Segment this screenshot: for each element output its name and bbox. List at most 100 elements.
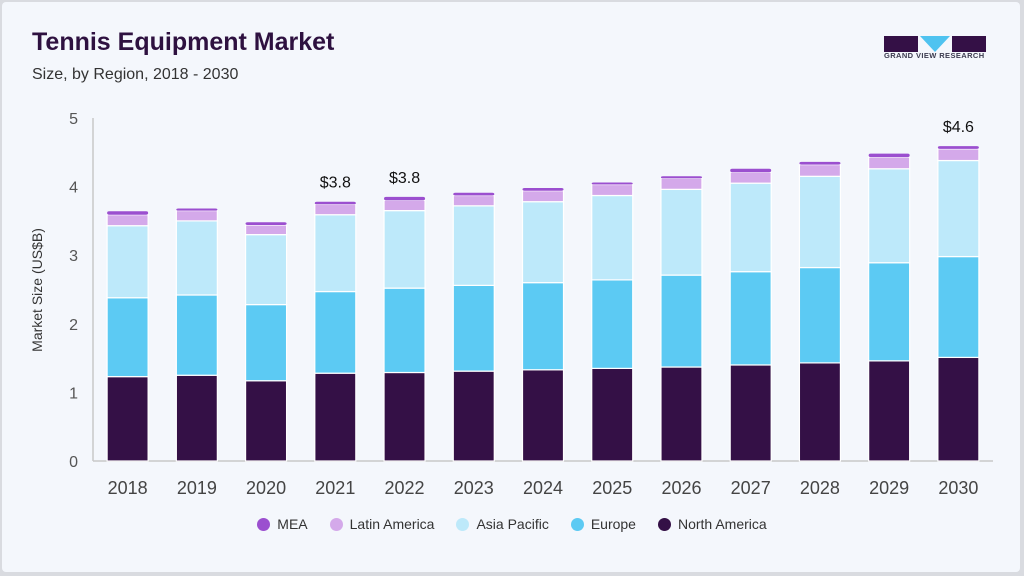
bar-segment-mea xyxy=(868,153,910,158)
y-tick-label: 3 xyxy=(69,248,78,265)
chart-title: Tennis Equipment Market xyxy=(32,28,335,56)
bar-segment-north-america xyxy=(521,369,565,462)
bar-segment-europe xyxy=(452,284,495,372)
bar-segment-europe xyxy=(591,279,634,369)
x-tick-label: 2020 xyxy=(246,478,286,498)
bar-segment-north-america xyxy=(868,360,911,462)
y-tick-label: 5 xyxy=(69,111,78,128)
bar-segment-europe xyxy=(798,266,842,364)
bar-segment-europe xyxy=(314,290,357,374)
bar-segment-latin-america xyxy=(175,210,218,222)
legend-swatch xyxy=(329,517,343,531)
bar-segment-mea xyxy=(314,201,356,205)
legend-item[interactable]: Asia Pacific xyxy=(456,516,549,532)
bar-segment-latin-america xyxy=(660,177,703,190)
bar-segment-north-america xyxy=(175,374,218,462)
bar-segment-asia-pacific xyxy=(729,182,772,273)
bar-segment-mea xyxy=(453,192,495,196)
x-tick-label: 2022 xyxy=(385,478,425,498)
bar-segment-north-america xyxy=(591,367,634,462)
bar-segment-asia-pacific xyxy=(383,210,426,289)
bar-segment-asia-pacific xyxy=(868,168,911,264)
bar-segment-north-america xyxy=(729,364,772,462)
x-tick-label: 2025 xyxy=(592,478,632,498)
bar-segment-north-america xyxy=(798,362,842,462)
bar-segment-north-america xyxy=(660,366,703,462)
bar-segment-latin-america xyxy=(798,164,842,177)
x-tick-label: 2027 xyxy=(731,478,771,498)
bar-segment-mea xyxy=(176,208,218,211)
bar-segment-latin-america xyxy=(106,214,149,227)
bar-segment-asia-pacific xyxy=(106,225,149,299)
bar-segment-latin-america xyxy=(521,190,565,203)
legend-label: Asia Pacific xyxy=(476,516,549,532)
bar-segment-europe xyxy=(937,255,980,359)
bar-segment-north-america xyxy=(937,356,980,462)
legend-label: MEA xyxy=(277,516,308,532)
x-tick-label: 2030 xyxy=(938,478,978,498)
bar-segment-mea xyxy=(107,211,149,215)
bar-segment-asia-pacific xyxy=(660,188,703,276)
legend-swatch xyxy=(456,517,470,531)
bar-segment-mea xyxy=(799,161,841,165)
bar-segment-asia-pacific xyxy=(591,194,634,281)
bar-segment-europe xyxy=(175,294,218,376)
x-tick-label: 2023 xyxy=(454,478,494,498)
bar-segment-latin-america xyxy=(244,224,288,236)
x-tick-label: 2024 xyxy=(523,478,563,498)
bar-segment-north-america xyxy=(383,371,426,462)
bar-segment-north-america xyxy=(244,380,288,462)
legend-item[interactable]: MEA xyxy=(257,516,308,532)
x-tick-label: 2029 xyxy=(869,478,909,498)
bar-segment-asia-pacific xyxy=(244,234,288,306)
bar-segment-europe xyxy=(244,303,288,382)
chart-subtitle: Size, by Region, 2018 - 2030 xyxy=(32,66,239,83)
bar-segment-north-america xyxy=(452,370,495,462)
legend-swatch xyxy=(657,517,671,531)
data-label: $4.6 xyxy=(943,119,974,136)
legend-swatch xyxy=(570,517,584,531)
bar-segment-mea xyxy=(245,222,287,226)
bar-segment-asia-pacific xyxy=(452,205,495,286)
legend-label: Europe xyxy=(590,516,636,532)
legend-swatch xyxy=(257,517,271,531)
bar-segment-europe xyxy=(521,282,565,371)
logo-text: GRAND VIEW RESEARCH xyxy=(884,51,985,60)
x-tick-label: 2026 xyxy=(661,478,701,498)
data-label: $3.8 xyxy=(389,170,420,187)
bar-segment-asia-pacific xyxy=(798,175,842,269)
grand-view-research-logo xyxy=(884,36,986,52)
bar-segment-mea xyxy=(591,182,633,185)
bar-segment-latin-america xyxy=(314,203,357,216)
y-tick-label: 2 xyxy=(69,317,78,334)
bar-segment-asia-pacific xyxy=(175,220,218,296)
y-tick-label: 1 xyxy=(69,385,78,402)
bar-segment-europe xyxy=(729,271,772,366)
bar-segment-mea xyxy=(937,146,979,149)
x-tick-label: 2028 xyxy=(800,478,840,498)
legend-label: Latin America xyxy=(349,516,435,532)
bar-segment-latin-america xyxy=(937,148,980,162)
bar-segment-europe xyxy=(383,287,426,374)
y-axis-label: Market Size (US$B) xyxy=(29,228,45,352)
bar-segment-europe xyxy=(868,262,911,362)
bar-segment-latin-america xyxy=(729,171,772,184)
x-tick-label: 2018 xyxy=(108,478,148,498)
bar-segment-mea xyxy=(730,168,772,173)
bar-segment-north-america xyxy=(314,372,357,462)
bar-segment-mea xyxy=(384,196,426,201)
bar-segment-latin-america xyxy=(591,183,634,197)
bar-segment-asia-pacific xyxy=(937,159,980,258)
legend-label: North America xyxy=(677,516,767,532)
legend-item[interactable]: Europe xyxy=(570,516,636,532)
legend-item[interactable]: Latin America xyxy=(329,516,435,532)
bar-segment-asia-pacific xyxy=(521,201,565,284)
bar-segment-europe xyxy=(106,297,149,378)
legend-item[interactable]: North America xyxy=(657,516,767,532)
bar-segment-mea xyxy=(660,176,702,179)
bar-segment-north-america xyxy=(106,376,149,462)
bar-segment-mea xyxy=(522,187,564,191)
bar-segment-latin-america xyxy=(383,199,426,212)
